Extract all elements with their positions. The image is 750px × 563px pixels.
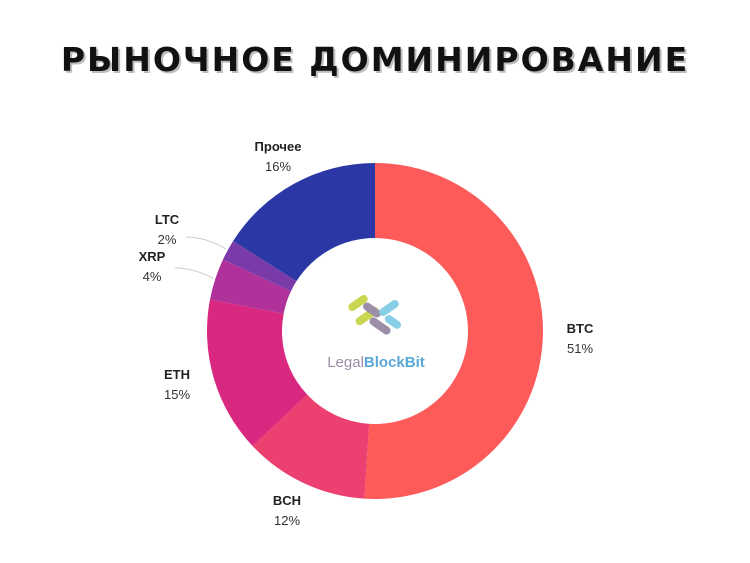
label-bch-name: BCH xyxy=(273,493,301,508)
legalblockbit-logo: LegalBlockBit xyxy=(327,294,425,371)
label-xrp-name: XRP xyxy=(139,249,166,264)
label-bch-value: 12% xyxy=(274,513,300,528)
label-btc-value: 51% xyxy=(567,341,593,356)
slice-bch xyxy=(252,394,370,499)
leader-line-ltc xyxy=(185,236,227,250)
leader-lines xyxy=(174,236,227,279)
label-прочее-name: Прочее xyxy=(255,139,302,154)
leader-line-xrp xyxy=(174,267,214,279)
slice-labels: BTC 51% BCH 12% ETH 15% XRP 4% LTC 2% Прочее 16% xyxy=(139,139,594,528)
logo-mark-icon xyxy=(348,294,402,335)
label-ltc-value: 2% xyxy=(158,232,177,247)
chart-title: РЫНОЧНОЕ ДОМИНИРОВАНИЕ xyxy=(60,40,690,79)
label-прочее-value: 16% xyxy=(265,159,291,174)
label-eth-value: 15% xyxy=(164,387,190,402)
slice-xrp xyxy=(209,259,291,314)
label-eth-name: ETH xyxy=(164,367,190,382)
donut-slices xyxy=(207,163,544,499)
slice-прочее xyxy=(233,163,375,282)
label-xrp-value: 4% xyxy=(143,269,162,284)
slice-btc xyxy=(364,163,544,499)
slice-eth xyxy=(207,299,308,447)
logo-text: LegalBlockBit xyxy=(327,354,425,371)
label-btc-name: BTC xyxy=(567,321,594,336)
slice-ltc xyxy=(222,240,297,292)
label-ltc-name: LTC xyxy=(155,212,180,227)
